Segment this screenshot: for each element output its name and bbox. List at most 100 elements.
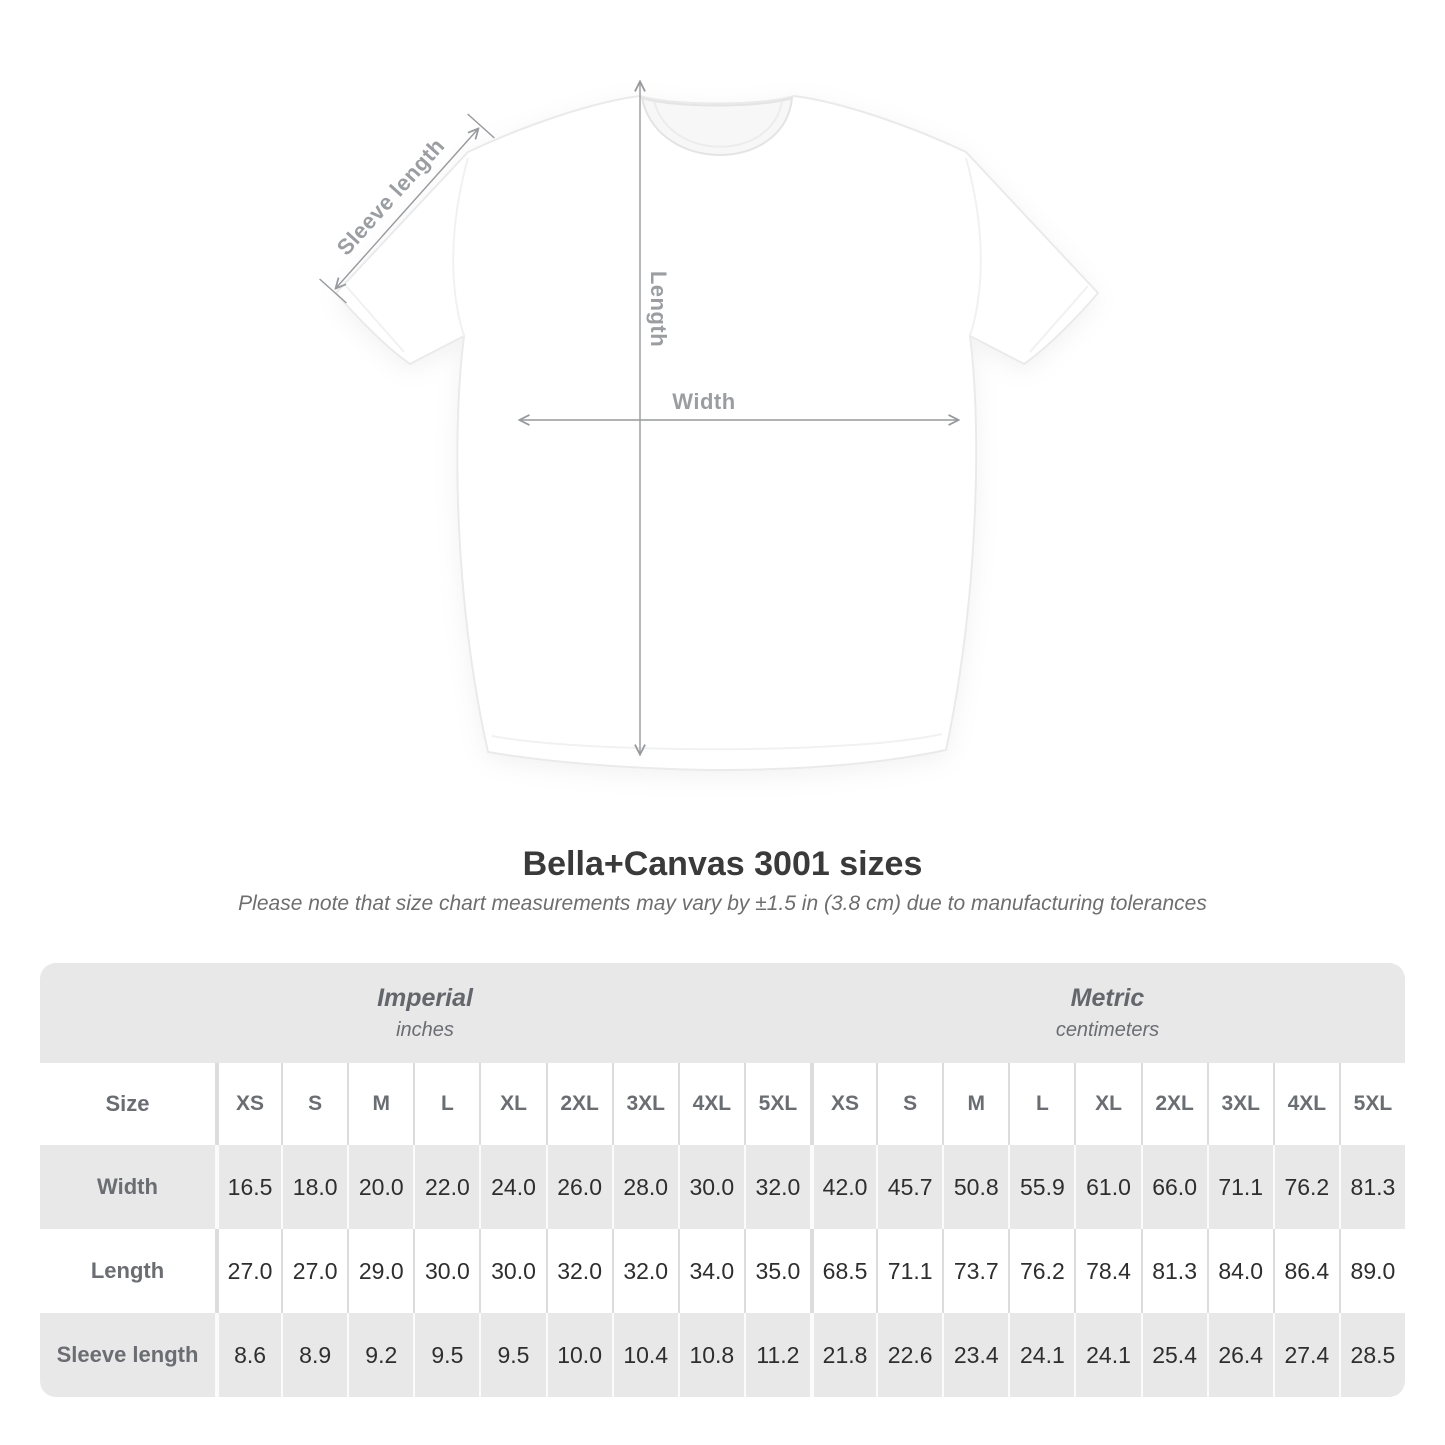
- tshirt-illustration: [319, 0, 1100, 772]
- length-row: Length 27.0 27.0 29.0 30.0 30.0 32.0 32.…: [40, 1229, 1405, 1313]
- measurement-cell: 42.0: [810, 1145, 876, 1229]
- imperial-unit: inches: [396, 1019, 454, 1041]
- size-row-label: Size: [105, 1091, 150, 1116]
- measurement-cell: 68.5: [810, 1229, 876, 1313]
- metric-group-header: Metric centimeters: [810, 963, 1405, 1063]
- sleeve-arrow-end-tick: [467, 113, 495, 139]
- size-col-header: 5XL: [743, 1063, 810, 1145]
- measurement-cell: 30.0: [677, 1145, 744, 1229]
- measurement-lines: [319, 82, 958, 754]
- measurement-cell: 35.0: [743, 1229, 810, 1313]
- measurement-cell: 27.4: [1272, 1313, 1339, 1397]
- measurement-cell: 32.0: [611, 1229, 678, 1313]
- measurement-cell: 81.3: [1338, 1145, 1405, 1229]
- measurement-cell: 81.3: [1140, 1229, 1207, 1313]
- page-title: Bella+Canvas 3001 sizes: [522, 845, 923, 883]
- sleeve-length-arrow: [336, 129, 478, 288]
- measurement-cell: 16.5: [215, 1145, 281, 1229]
- measurement-cell: 27.0: [215, 1229, 281, 1313]
- tolerance-note: Please note that size chart measurements…: [238, 892, 1207, 915]
- size-col-header: L: [1008, 1063, 1074, 1145]
- measurement-cell: 78.4: [1074, 1229, 1140, 1313]
- measurement-cell: 55.9: [1008, 1145, 1074, 1229]
- sleeve-arrow-start-tick: [319, 278, 347, 304]
- imperial-label: Imperial: [377, 984, 473, 1012]
- size-col-header: XS: [810, 1063, 876, 1145]
- measurement-cell: 24.1: [1074, 1313, 1140, 1397]
- measurement-cell: 73.7: [942, 1229, 1008, 1313]
- unit-group-header-row: Imperial inches Metric centimeters: [40, 963, 1405, 1063]
- measurement-cell: 22.6: [876, 1313, 942, 1397]
- measurement-cell: 9.5: [479, 1313, 545, 1397]
- measurement-cell: 76.2: [1008, 1229, 1074, 1313]
- measurement-cell: 66.0: [1140, 1145, 1207, 1229]
- measurement-cell: 10.0: [545, 1313, 612, 1397]
- measurement-cell: 32.0: [545, 1229, 612, 1313]
- measurement-cell: 25.4: [1140, 1313, 1207, 1397]
- measurement-cell: 26.0: [545, 1145, 612, 1229]
- tshirt-collar: [640, 96, 794, 156]
- size-col-header: 2XL: [1140, 1063, 1207, 1145]
- measurement-cell: 21.8: [810, 1313, 876, 1397]
- measurement-cell: 61.0: [1074, 1145, 1140, 1229]
- measurement-cell: 24.0: [479, 1145, 545, 1229]
- size-col-header: M: [347, 1063, 413, 1145]
- measurement-cell: 32.0: [743, 1145, 810, 1229]
- measurement-cell: 20.0: [347, 1145, 413, 1229]
- size-col-header: S: [876, 1063, 942, 1145]
- row-label: Length: [90, 1258, 165, 1283]
- measurement-cell: 26.4: [1206, 1313, 1273, 1397]
- row-label: Width: [97, 1174, 158, 1199]
- width-row: Width 16.5 18.0 20.0 22.0 24.0 26.0 28.0…: [40, 1145, 1405, 1229]
- measurement-cell: 9.2: [347, 1313, 413, 1397]
- metric-label: Metric: [1070, 984, 1145, 1012]
- measurement-cell: 76.2: [1272, 1145, 1339, 1229]
- measurement-cell: 28.5: [1338, 1313, 1405, 1397]
- measurement-cell: 29.0: [347, 1229, 413, 1313]
- measurement-cell: 27.0: [281, 1229, 347, 1313]
- row-label: Sleeve length: [56, 1342, 199, 1367]
- size-col-header: L: [413, 1063, 479, 1145]
- measurement-cell: 9.5: [413, 1313, 479, 1397]
- sleeve-length-row: Sleeve length 8.6 8.9 9.2 9.5 9.5 10.0 1…: [40, 1313, 1405, 1397]
- measurement-cell: 10.4: [611, 1313, 678, 1397]
- imperial-group-header: Imperial inches: [40, 963, 810, 1063]
- measurement-cell: 84.0: [1206, 1229, 1273, 1313]
- size-header-row: Size XS S M L XL 2XL 3XL 4XL 5XL XS S M …: [40, 1063, 1405, 1145]
- tshirt-measurement-diagram: Sleeve length Length Width: [319, 0, 1100, 772]
- size-col-header: 2XL: [545, 1063, 612, 1145]
- measurement-cell: 23.4: [942, 1313, 1008, 1397]
- size-col-header: 4XL: [677, 1063, 744, 1145]
- width-label: Width: [672, 389, 736, 414]
- size-col-header: 4XL: [1272, 1063, 1339, 1145]
- measurement-cell: 8.9: [281, 1313, 347, 1397]
- measurement-cell: 22.0: [413, 1145, 479, 1229]
- measurement-cell: 8.6: [215, 1313, 281, 1397]
- size-col-header: XL: [479, 1063, 545, 1145]
- tshirt-shape: [334, 94, 1100, 772]
- measurement-cell: 30.0: [479, 1229, 545, 1313]
- measurement-cell: 50.8: [942, 1145, 1008, 1229]
- measurement-cell: 24.1: [1008, 1313, 1074, 1397]
- size-col-header: S: [281, 1063, 347, 1145]
- measurement-cell: 71.1: [1206, 1145, 1273, 1229]
- measurement-cell: 10.8: [677, 1313, 744, 1397]
- size-col-header: 3XL: [611, 1063, 678, 1145]
- size-col-header: XS: [215, 1063, 281, 1145]
- size-col-header: XL: [1074, 1063, 1140, 1145]
- measurement-cell: 34.0: [677, 1229, 744, 1313]
- measurement-cell: 71.1: [876, 1229, 942, 1313]
- measurement-cell: 89.0: [1338, 1229, 1405, 1313]
- size-col-header: 3XL: [1206, 1063, 1273, 1145]
- size-chart-table: Imperial inches Metric centimeters Size …: [40, 963, 1405, 1397]
- size-col-header: M: [942, 1063, 1008, 1145]
- measurement-cell: 86.4: [1272, 1229, 1339, 1313]
- size-col-header: 5XL: [1338, 1063, 1405, 1145]
- measurement-cell: 18.0: [281, 1145, 347, 1229]
- measurement-cell: 11.2: [743, 1313, 810, 1397]
- length-label: Length: [646, 270, 671, 348]
- measurement-cell: 30.0: [413, 1229, 479, 1313]
- measurement-cell: 45.7: [876, 1145, 942, 1229]
- measurement-cell: 28.0: [611, 1145, 678, 1229]
